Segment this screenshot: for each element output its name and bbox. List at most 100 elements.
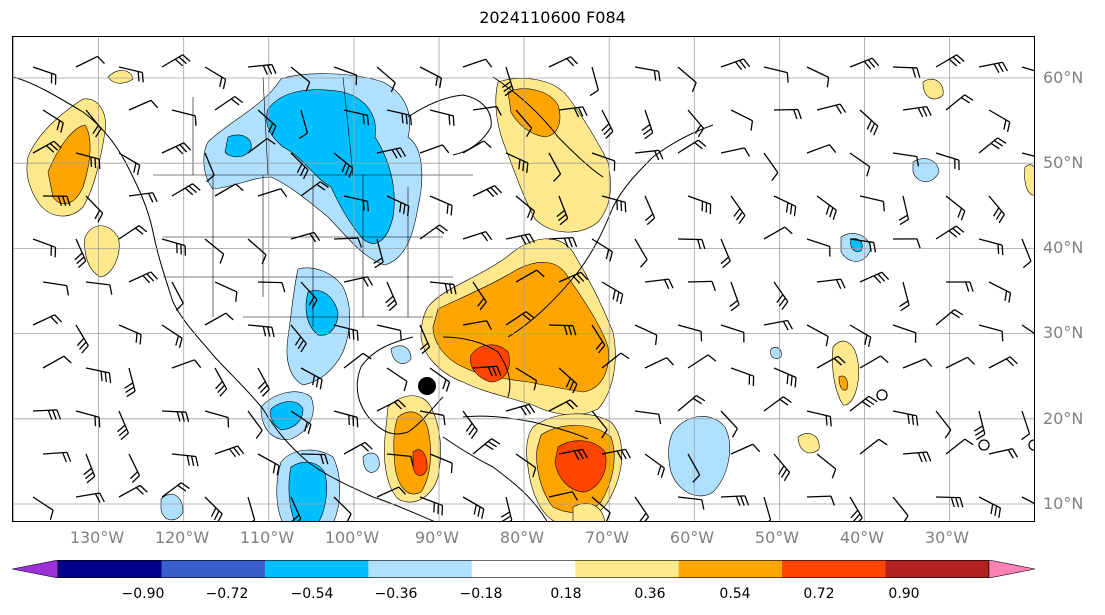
wind-barb bbox=[42, 195, 71, 206]
wind-barb bbox=[386, 367, 408, 392]
map-title: 2024110600 F084 bbox=[479, 8, 626, 27]
lat-label-40n: 40°N bbox=[1043, 238, 1084, 257]
wind-barb bbox=[118, 324, 142, 345]
lon-label-80w: 80°W bbox=[499, 528, 545, 547]
wind-barb bbox=[386, 109, 412, 126]
map-panel bbox=[12, 36, 1035, 522]
map-canvas bbox=[13, 37, 1034, 521]
wind-barb bbox=[128, 453, 141, 483]
wind-barb bbox=[988, 448, 1019, 459]
wind-barb bbox=[902, 358, 933, 369]
wind-barb bbox=[32, 496, 54, 520]
wind-barb bbox=[161, 238, 187, 256]
wind-barb bbox=[634, 410, 662, 425]
wind-barb bbox=[376, 324, 402, 341]
calm-marker-1 bbox=[876, 389, 888, 401]
wind-barb bbox=[333, 237, 363, 248]
wind-barb bbox=[74, 238, 87, 269]
wind-barb bbox=[763, 396, 792, 412]
wind-barb bbox=[677, 496, 705, 510]
wind-barb bbox=[32, 314, 63, 326]
wind-barb bbox=[386, 195, 410, 217]
negative-core-baja bbox=[270, 401, 304, 431]
wind-barb bbox=[763, 319, 793, 331]
wind-barb bbox=[502, 66, 514, 97]
colorbar-tick-4: −0.18 bbox=[459, 586, 503, 602]
wind-barb bbox=[935, 410, 952, 439]
wind-barb bbox=[677, 139, 707, 154]
wind-barb bbox=[204, 496, 223, 521]
wind-barb bbox=[816, 195, 837, 220]
wind-barb bbox=[333, 496, 352, 521]
wind-barb bbox=[419, 144, 450, 154]
wind-barb bbox=[171, 281, 184, 311]
wind-barb bbox=[548, 399, 578, 412]
wind-barb bbox=[849, 238, 877, 253]
storm-center-marker bbox=[418, 377, 436, 395]
wind-barb bbox=[892, 496, 909, 521]
wind-barb bbox=[601, 281, 624, 305]
wind-barb bbox=[376, 66, 396, 93]
colorbar-tick-3: −0.36 bbox=[374, 586, 418, 602]
wind-barb bbox=[849, 496, 863, 521]
wind-barb bbox=[75, 410, 101, 428]
wind-barb bbox=[720, 147, 751, 157]
wind-barb bbox=[730, 443, 761, 455]
wind-barb bbox=[85, 195, 104, 223]
wind-barb bbox=[257, 367, 270, 397]
wind-barb bbox=[290, 324, 307, 353]
wind-barb bbox=[591, 324, 606, 354]
lon-label-130w: 130°W bbox=[69, 528, 125, 547]
wind-barb bbox=[385, 281, 398, 312]
wind-barb bbox=[806, 238, 831, 257]
negative-core-mexico bbox=[305, 290, 339, 336]
wind-barb bbox=[429, 453, 453, 474]
colorbar-cell bbox=[471, 560, 576, 578]
wind-barb bbox=[515, 195, 536, 221]
wind-barb bbox=[548, 56, 579, 68]
wind-barb bbox=[935, 225, 965, 240]
colorbar-cell bbox=[782, 560, 887, 578]
wind-barb bbox=[128, 99, 159, 111]
colorbar-tick-0: −0.90 bbox=[121, 586, 165, 602]
wind-barb bbox=[42, 451, 72, 463]
calm-marker-2 bbox=[978, 439, 990, 451]
wind-barb bbox=[548, 491, 579, 501]
wind-barb bbox=[591, 238, 614, 262]
negative-blob-eastern-pacific bbox=[160, 493, 184, 521]
wind-barb bbox=[973, 410, 986, 441]
colorbar bbox=[12, 560, 1035, 578]
wind-barb bbox=[300, 367, 323, 390]
wind-barb bbox=[945, 281, 974, 292]
coastline-hudson bbox=[407, 94, 492, 156]
colorbar-cell bbox=[264, 560, 369, 578]
wind-barb bbox=[343, 195, 369, 212]
wind-barb bbox=[376, 399, 406, 412]
wind-barb bbox=[644, 357, 675, 369]
positive-blob-pacific-south bbox=[84, 225, 120, 278]
wind-barb bbox=[1021, 324, 1034, 334]
wind-barb bbox=[128, 192, 158, 203]
wind-barb bbox=[677, 324, 703, 342]
wind-barb bbox=[591, 152, 616, 171]
colorbar-tick-8: 0.72 bbox=[803, 586, 835, 602]
wind-barb bbox=[42, 355, 72, 369]
wind-barb bbox=[290, 66, 311, 92]
positive-peak-caribbean bbox=[554, 440, 607, 493]
lon-label-50w: 50°W bbox=[754, 528, 800, 547]
wind-barb bbox=[290, 231, 321, 243]
wind-barb bbox=[247, 496, 256, 521]
wind-barb bbox=[1021, 410, 1031, 441]
wind-barb bbox=[687, 109, 705, 138]
wind-barb bbox=[300, 281, 318, 309]
wind-barb bbox=[300, 181, 329, 197]
wind-barb bbox=[505, 233, 536, 245]
negative-blob-atlantic-east bbox=[912, 158, 940, 183]
colorbar-cell bbox=[885, 560, 990, 578]
wind-barb bbox=[214, 183, 244, 197]
wind-barb bbox=[429, 109, 455, 126]
wind-barb bbox=[505, 152, 529, 173]
negative-core-west bbox=[224, 134, 252, 158]
wind-barb bbox=[83, 453, 96, 484]
wind-barb bbox=[42, 281, 70, 296]
